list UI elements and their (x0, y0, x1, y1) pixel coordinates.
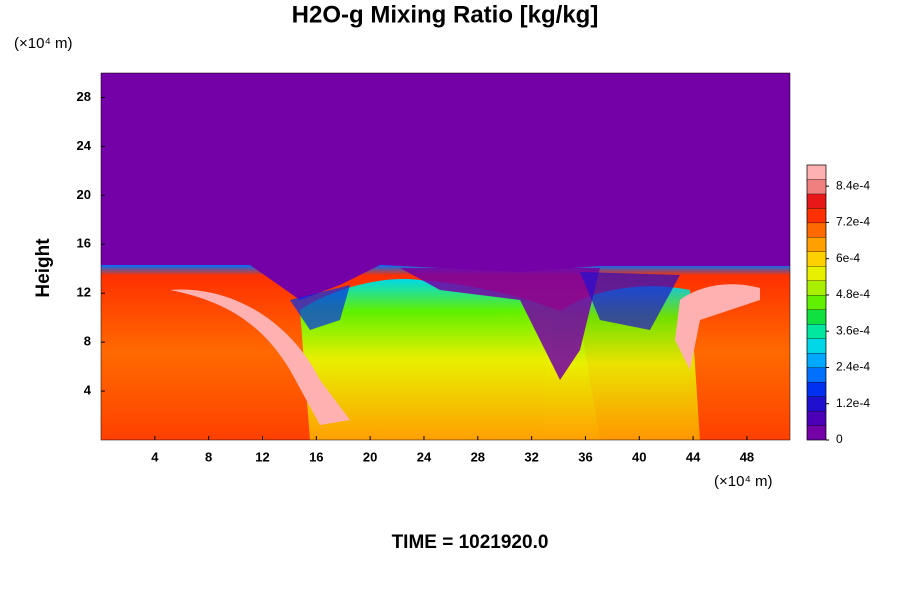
field (101, 73, 790, 440)
y-tick-label: 8 (84, 334, 91, 349)
chart-title: H2O-g Mixing Ratio [kg/kg] (292, 1, 599, 28)
x-tick-label: 24 (417, 449, 432, 464)
colorbar-band (806, 410, 827, 426)
colorbar-band (806, 266, 827, 281)
colorbar-tick-label: 6e-4 (836, 251, 860, 265)
colorbar-tick-label: 2.4e-4 (836, 360, 870, 374)
x-tick-label: 8 (205, 449, 212, 464)
y-unit: (×10⁴ m) (14, 35, 73, 52)
y-tick-label: 12 (77, 285, 91, 300)
colorbar-band (806, 324, 827, 339)
x-tick-label: 16 (309, 449, 323, 464)
colorbar-band (806, 280, 827, 296)
y-tick-label: 20 (77, 187, 91, 202)
colorbar-band (806, 237, 827, 252)
x-tick-label: 20 (363, 449, 377, 464)
x-tick-label: 32 (524, 449, 538, 464)
colorbar-band (806, 338, 827, 354)
x-unit: (×10⁴ m) (714, 473, 773, 490)
colorbar-tick-label: 4.8e-4 (836, 287, 870, 301)
colorbar-band (806, 425, 827, 441)
x-tick-label: 12 (255, 449, 269, 464)
colorbar-band (806, 164, 827, 180)
colorbar-tick-label: 3.6e-4 (836, 323, 870, 337)
x-tick-label: 44 (686, 449, 701, 464)
colorbar-band (806, 353, 827, 368)
y-tick-label: 16 (77, 236, 91, 251)
plot-frame (100, 72, 791, 441)
colorbar-band (806, 222, 827, 238)
y-axis-title: Height (33, 238, 54, 298)
y-tick-label: 24 (77, 138, 92, 153)
y-tick-label: 28 (77, 89, 91, 104)
colorbar-band (806, 251, 827, 267)
colorbar-tick-label: 7.2e-4 (836, 215, 870, 229)
colorbar-band (806, 208, 827, 224)
x-tick-label: 36 (578, 449, 592, 464)
colorbar-band (806, 193, 827, 209)
x-tick-label: 4 (151, 449, 159, 464)
colorbar-tick-label: 1.2e-4 (836, 396, 870, 410)
x-tick-label: 28 (471, 449, 485, 464)
colorbar-frame (806, 164, 827, 441)
y-tick-label: 4 (84, 383, 92, 398)
colorbar-band (806, 381, 827, 397)
colorbar-band (806, 367, 827, 383)
x-tick-label: 48 (740, 449, 754, 464)
colorbar-band (806, 295, 827, 310)
colorbar-tick-label: 0 (836, 432, 843, 446)
colorbar-tick-label: 8.4e-4 (836, 178, 870, 192)
x-tick-label: 40 (632, 449, 646, 464)
colorbar-band (806, 396, 827, 412)
time-label: TIME = 1021920.0 (392, 532, 549, 553)
colorbar-band (806, 309, 827, 325)
colorbar-band (806, 179, 827, 195)
